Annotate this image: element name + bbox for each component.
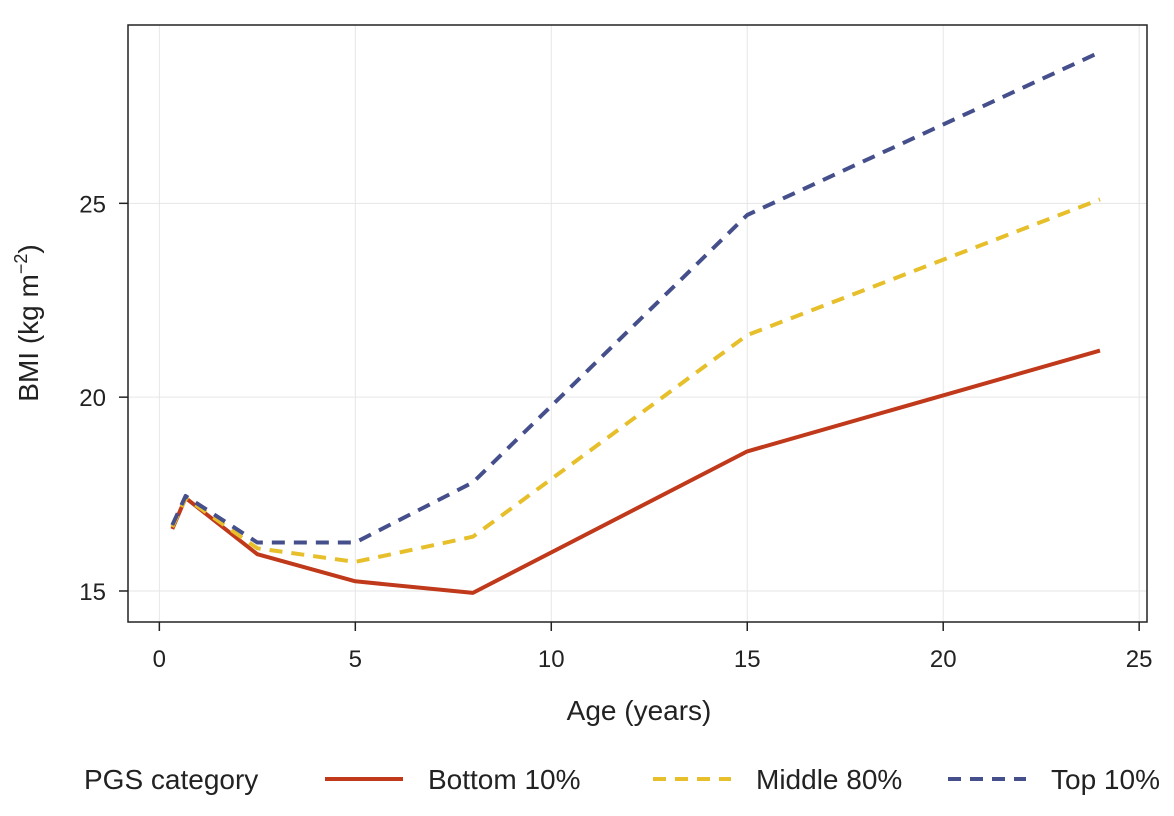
y-tick-label: 20 xyxy=(79,385,106,412)
series-line-top-10 xyxy=(170,50,1101,545)
legend: PGS category Bottom 10% Middle 80% Top 10% xyxy=(84,764,1160,795)
x-tick-label: 20 xyxy=(930,646,957,673)
x-tick-label: 25 xyxy=(1126,646,1153,673)
y-axis-title-superscript: −2 xyxy=(11,254,31,275)
legend-label: Middle 80% xyxy=(756,764,902,795)
y-tick-label: 15 xyxy=(79,579,106,606)
x-tick-label: 15 xyxy=(734,646,761,673)
grid-lines xyxy=(128,25,1147,622)
x-tick-label: 0 xyxy=(153,646,166,673)
y-axis-title-main: BMI (kg m xyxy=(13,274,44,402)
plot-frame xyxy=(127,24,1148,623)
y-axis-title: BMI (kg m−2) xyxy=(11,244,44,401)
x-tick-label: 10 xyxy=(538,646,565,673)
legend-title: PGS category xyxy=(84,764,258,795)
x-tick-label: 5 xyxy=(349,646,362,673)
y-tick-label: 25 xyxy=(79,191,106,218)
x-axis-title: Age (years) xyxy=(567,695,712,726)
series-lines xyxy=(170,50,1101,595)
series-line-bottom-10 xyxy=(170,348,1101,595)
legend-label: Top 10% xyxy=(1051,764,1160,795)
axis-ticks: 0 5 10 15 20 25 15 20 25 xyxy=(79,191,1152,673)
legend-label: Bottom 10% xyxy=(428,764,581,795)
y-axis-title-close: ) xyxy=(13,244,44,253)
legend-items: Bottom 10% Middle 80% Top 10% xyxy=(325,764,1160,795)
